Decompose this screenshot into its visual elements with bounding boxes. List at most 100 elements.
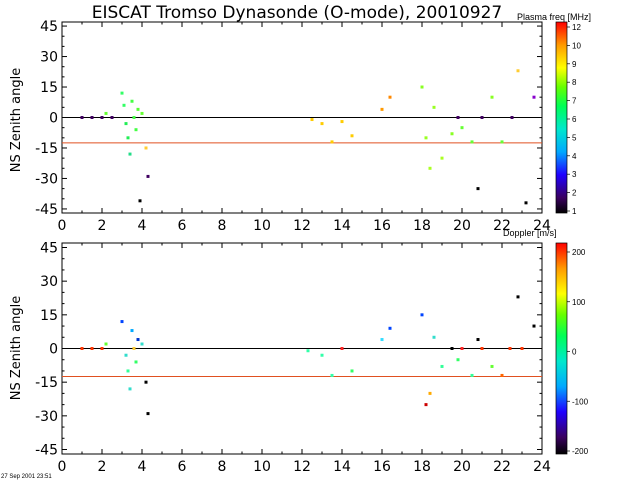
- y-tick-label: -30: [35, 171, 58, 187]
- data-point: [146, 174, 150, 178]
- data-point: [476, 338, 480, 342]
- data-point: [508, 347, 512, 350]
- colorbar-tick-label: 4: [572, 152, 577, 161]
- data-point: [424, 136, 428, 140]
- colorbar-tick-label: -100: [572, 397, 589, 406]
- data-point: [126, 136, 130, 140]
- data-point: [490, 95, 494, 99]
- x-tick-label: 22: [493, 459, 511, 475]
- data-point: [480, 116, 484, 119]
- data-point: [456, 358, 460, 362]
- data-point: [136, 107, 140, 111]
- colorbar-tick-label: 9: [572, 60, 577, 69]
- x-tick-label: 2: [98, 459, 107, 475]
- data-point: [490, 364, 494, 368]
- data-point: [476, 187, 480, 191]
- data-point: [134, 360, 138, 364]
- data-point: [104, 111, 108, 115]
- colorbar-tick-label: 3: [572, 170, 577, 179]
- data-point: [330, 373, 334, 377]
- x-tick-label: 20: [453, 218, 471, 234]
- y-tick-label: -30: [35, 409, 58, 425]
- bottom-y-axis-label: NS Zenith angle: [9, 296, 24, 400]
- x-tick-label: 14: [333, 218, 351, 234]
- data-point: [120, 91, 124, 95]
- chart-title: EISCAT Tromso Dynasonde (O-mode), 200109…: [92, 3, 502, 23]
- y-tick-label: 15: [40, 80, 58, 96]
- x-tick-label: 20: [453, 459, 471, 475]
- data-point: [320, 353, 324, 357]
- data-point: [340, 120, 344, 124]
- plasma-freq-colorbar-title: Plasma freq [MHz]: [517, 12, 591, 22]
- data-point: [440, 364, 444, 368]
- y-tick-label: 30: [40, 274, 58, 290]
- data-point: [310, 118, 314, 122]
- y-tick-label: 15: [40, 308, 58, 324]
- data-point: [128, 152, 132, 156]
- data-point: [320, 122, 324, 126]
- data-point: [144, 146, 148, 150]
- data-point: [138, 199, 142, 203]
- data-point: [120, 320, 124, 324]
- x-tick-label: 6: [178, 459, 187, 475]
- data-point: [516, 69, 520, 73]
- colorbar-tick-label: 8: [572, 78, 577, 87]
- x-tick-label: 8: [218, 218, 227, 234]
- data-point: [456, 116, 460, 119]
- data-point: [136, 338, 140, 342]
- y-tick-label: 30: [40, 50, 58, 66]
- data-point: [432, 335, 436, 339]
- data-point: [100, 116, 104, 119]
- colorbar-tick-label: 12: [572, 23, 581, 32]
- colorbar-tick-label: 6: [572, 115, 577, 124]
- data-point: [122, 103, 126, 107]
- data-point: [388, 326, 392, 330]
- x-tick-label: 12: [293, 218, 311, 234]
- data-point: [104, 342, 108, 346]
- x-tick-label: 24: [533, 459, 551, 475]
- x-tick-label: 8: [218, 459, 227, 475]
- colorbar-tick-label: 7: [572, 97, 577, 106]
- data-point: [480, 347, 484, 350]
- y-tick-label: 0: [49, 111, 58, 127]
- colorbar-tick-label: -200: [572, 447, 589, 456]
- x-tick-label: 24: [533, 218, 551, 234]
- y-tick-label: 45: [40, 19, 58, 35]
- colorbar-tick-label: 0: [572, 348, 577, 357]
- data-point: [470, 373, 474, 377]
- data-point: [146, 412, 150, 416]
- data-point: [520, 347, 524, 350]
- x-tick-label: 18: [413, 459, 431, 475]
- doppler-colorbar-title: Doppler [m/s]: [503, 228, 557, 238]
- data-point: [350, 369, 354, 373]
- data-point: [340, 347, 344, 350]
- data-point: [140, 342, 144, 346]
- data-point: [124, 122, 128, 126]
- y-tick-label: 0: [49, 342, 58, 358]
- y-tick-label: -45: [35, 202, 58, 218]
- y-tick-label: -15: [35, 141, 58, 157]
- y-tick-label: 45: [40, 240, 58, 256]
- data-point: [380, 338, 384, 342]
- data-point: [130, 329, 134, 333]
- data-point: [500, 140, 504, 144]
- data-point: [124, 353, 128, 357]
- x-tick-label: 12: [293, 459, 311, 475]
- data-point: [420, 85, 424, 89]
- data-point: [532, 95, 536, 99]
- data-point: [388, 95, 392, 99]
- data-point: [130, 99, 134, 103]
- data-point: [510, 116, 514, 119]
- data-point: [90, 347, 94, 350]
- x-tick-label: 4: [138, 218, 147, 234]
- data-point: [516, 295, 520, 299]
- y-tick-label: -45: [35, 443, 58, 459]
- colorbar-tick-label: 5: [572, 133, 577, 142]
- data-point: [132, 347, 136, 350]
- data-point: [126, 369, 130, 373]
- data-point: [128, 387, 132, 391]
- data-point: [140, 111, 144, 115]
